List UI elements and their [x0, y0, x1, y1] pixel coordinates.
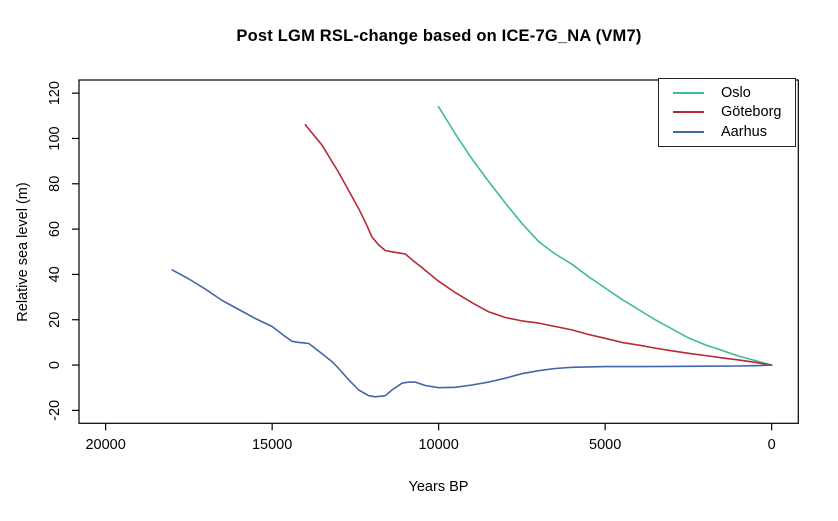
y-tick-label: 120 — [47, 81, 63, 105]
legend-entry: Aarhus — [659, 123, 795, 141]
y-tick-label: -20 — [47, 400, 63, 421]
y-tick-label: 40 — [47, 266, 63, 282]
y-axis-title: Relative sea level (m) — [15, 182, 31, 321]
legend-label: Aarhus — [721, 123, 767, 140]
legend-line-swatch — [673, 131, 704, 134]
x-tick-label: 5000 — [589, 437, 621, 453]
x-tick-label: 15000 — [252, 437, 292, 453]
legend-label: Oslo — [721, 84, 751, 101]
legend: Oslo Göteborg Aarhus — [658, 78, 796, 147]
y-tick-label: 100 — [47, 126, 63, 150]
series-line-gteborg — [304, 124, 773, 366]
legend-entry: Oslo — [659, 84, 795, 102]
plot-generated: 20000 15000 10000 5000 0 -20 0 20 40 60 80 100 120 — [47, 79, 799, 453]
chart-title: Post LGM RSL-change based on ICE-7G_NA (… — [236, 27, 642, 45]
y-tick-label: 0 — [47, 361, 63, 369]
x-tick-label: 10000 — [418, 437, 458, 453]
y-tick-label: 60 — [47, 221, 63, 237]
series-line-oslo — [437, 105, 773, 366]
series-line-aarhus — [171, 269, 773, 398]
legend-line-swatch — [673, 91, 704, 94]
y-tick-label: 80 — [47, 176, 63, 192]
legend-label: Göteborg — [721, 104, 782, 121]
legend-line-swatch — [673, 111, 704, 114]
x-axis-title: Years BP — [409, 479, 469, 495]
x-tick-label: 20000 — [85, 437, 125, 453]
y-tick-label: 20 — [47, 312, 63, 328]
x-tick-label: 0 — [768, 437, 776, 453]
legend-entry: Göteborg — [659, 103, 795, 121]
